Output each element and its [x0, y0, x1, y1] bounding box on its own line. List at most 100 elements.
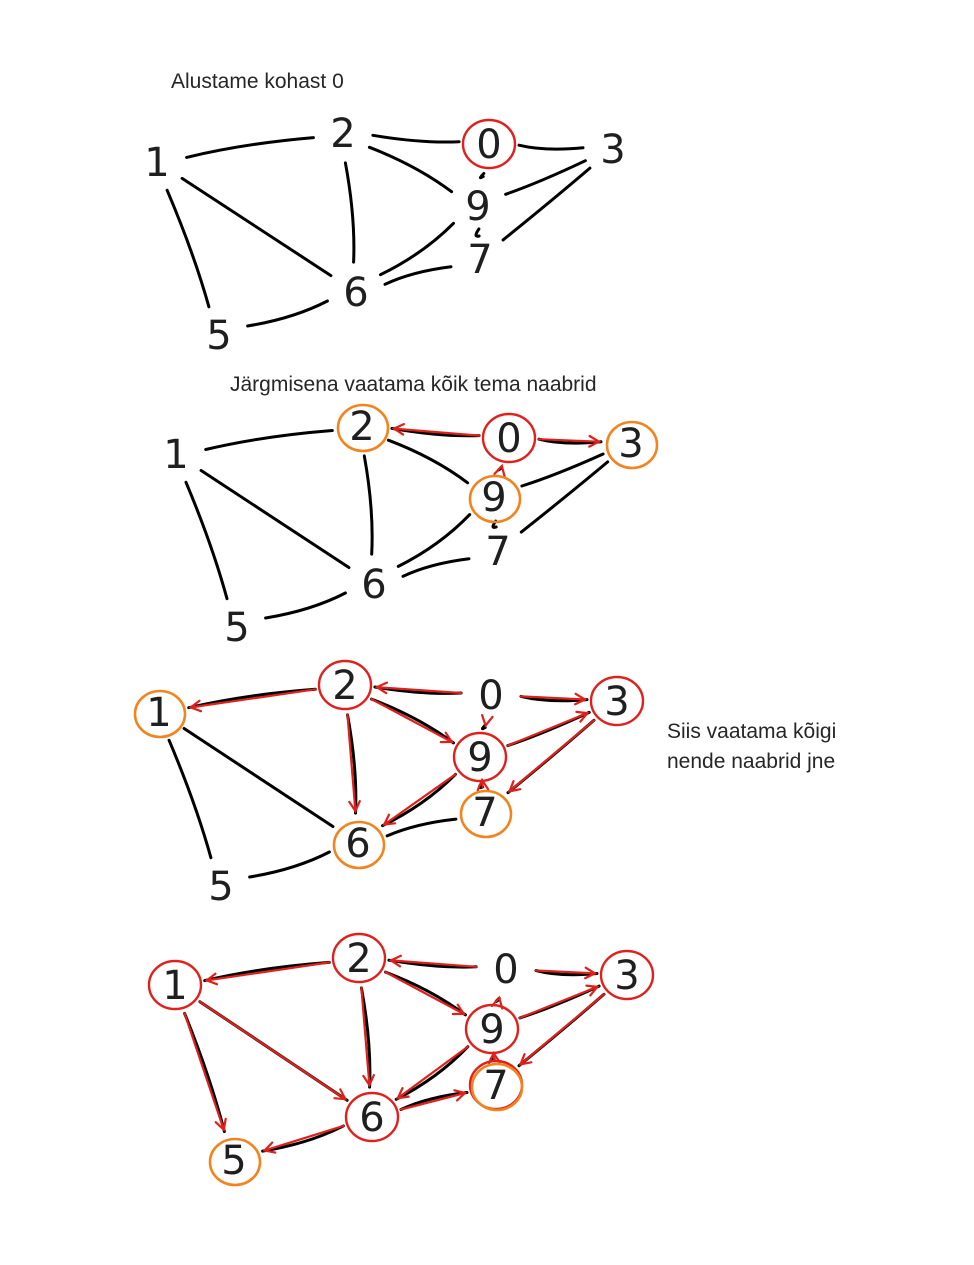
node-6: 6: [343, 270, 368, 316]
edge-9-6: [379, 221, 455, 277]
caption-start: Alustame kohast 0: [171, 70, 344, 93]
arrow-9-3: [506, 711, 589, 747]
caption-next-line-1: Siis vaatama kõigi: [667, 720, 837, 743]
arrow-0-2: [375, 686, 463, 695]
node-5: 5: [206, 313, 231, 359]
edge-1-6: [199, 469, 351, 569]
edge-6-5: [261, 1124, 345, 1153]
node-3: 3: [614, 953, 639, 999]
edge-9-7: [474, 227, 481, 238]
edge-6-7: [385, 817, 458, 838]
edge-2-9: [367, 145, 454, 194]
panel-3: 0 1 2 3 5 6 7 9: [133, 659, 645, 910]
arrow-1-6: [198, 1000, 347, 1101]
node-0: 0: [496, 416, 521, 462]
arrow-9-6: [383, 773, 457, 826]
arrow-0-3: [519, 695, 587, 701]
arrowhead-0-9: [493, 463, 506, 478]
arrow-0-3: [537, 438, 601, 443]
frontier-ring-5: [208, 1137, 262, 1187]
arrow-0-2: [392, 427, 481, 437]
caption-neighbors: Järgmisena vaatama kõik tema naabrid: [230, 373, 597, 396]
arrow-2-6: [346, 713, 357, 813]
arrowhead-0-3: [588, 434, 602, 448]
panel-4: 0 1 2 3 5 6 7 9: [147, 932, 655, 1187]
arrowhead-6-7: [453, 1089, 468, 1102]
node-2: 2: [330, 111, 355, 157]
arrowhead-3-7: [518, 1053, 533, 1066]
arrowhead-9-3: [585, 984, 600, 997]
node-2: 2: [349, 404, 374, 450]
node-3: 3: [618, 421, 643, 467]
node-5: 5: [224, 605, 249, 651]
edge-2-6: [343, 161, 356, 264]
arrowhead-0-2: [388, 954, 402, 968]
node-9: 9: [481, 475, 506, 521]
edge-6-7: [401, 557, 471, 578]
arrowhead-0-9: [490, 995, 504, 1010]
arrow-9-3: [518, 985, 599, 1020]
arrowhead-0-2: [391, 423, 405, 436]
node-7: 7: [472, 790, 497, 836]
arrowhead-9-3: [575, 710, 590, 723]
visited-ring-6: [344, 1091, 400, 1143]
node-0: 0: [478, 673, 503, 719]
arrow-0-2: [389, 959, 478, 968]
arrow-3-7: [508, 719, 596, 793]
visited-ring-3: [599, 949, 655, 1001]
frontier-ring-3: [605, 420, 659, 470]
visited-ring-9: [452, 731, 508, 783]
node-1: 1: [162, 963, 187, 1009]
frontier-ring-2: [336, 403, 390, 453]
edge-1-2: [185, 136, 315, 159]
arrow-6-5: [263, 1124, 345, 1152]
arrowhead-3-7: [507, 780, 522, 793]
node-7: 7: [467, 237, 492, 283]
node-3: 3: [600, 127, 625, 173]
arrowhead-9-6: [395, 1087, 410, 1100]
frontier-ring-9: [468, 474, 522, 524]
arrowhead-2-6: [348, 800, 361, 814]
edge-1-5: [167, 738, 213, 860]
visited-ring-2: [317, 659, 373, 711]
visited-ring-0: [481, 412, 537, 464]
node-3: 3: [604, 679, 629, 725]
node-9: 9: [479, 1007, 504, 1053]
frontier-ring-6: [332, 820, 386, 870]
node-5: 5: [221, 1138, 246, 1184]
panel-1: 0 1 2 3 5 6 7 9: [144, 111, 625, 359]
node-5: 5: [208, 864, 233, 910]
node-1: 1: [163, 432, 188, 478]
edge-6-5: [246, 299, 329, 328]
edge-9-6: [381, 772, 457, 828]
edge-1-5: [184, 480, 229, 601]
edge-9-6: [396, 513, 472, 568]
edge-3-9: [504, 159, 587, 196]
frontier-ring-1: [133, 689, 187, 739]
edge-9-6: [394, 1045, 470, 1101]
arrow-9-6: [396, 1045, 469, 1100]
edge-1-2: [204, 429, 334, 451]
edge-3-7: [519, 460, 610, 534]
edge-2-9: [386, 438, 470, 485]
arrowhead-1-6: [333, 1088, 348, 1101]
arrowhead-2-9: [451, 1003, 466, 1016]
visited-ring-2: [331, 932, 387, 984]
visited-ring-3: [589, 675, 645, 727]
edge-0-9: [479, 172, 486, 180]
caption-next-line-2: nende naabrid jne: [667, 750, 836, 773]
node-7: 7: [483, 1063, 508, 1109]
node-7: 7: [485, 529, 510, 575]
caption-next-neighbors: Siis vaatama kõigi nende naabrid jne: [667, 717, 836, 777]
edge-1-6: [180, 176, 333, 278]
node-0: 0: [476, 122, 501, 168]
arrow-1-5: [183, 1012, 225, 1131]
arrowhead-9-6: [382, 813, 397, 826]
arrow-2-6: [360, 986, 371, 1087]
arrow-3-7: [519, 993, 606, 1066]
arrowhead-2-6: [362, 1074, 375, 1088]
visited-ring-9: [464, 1003, 520, 1055]
node-9: 9: [465, 184, 490, 230]
visited-ring-1: [147, 959, 203, 1011]
